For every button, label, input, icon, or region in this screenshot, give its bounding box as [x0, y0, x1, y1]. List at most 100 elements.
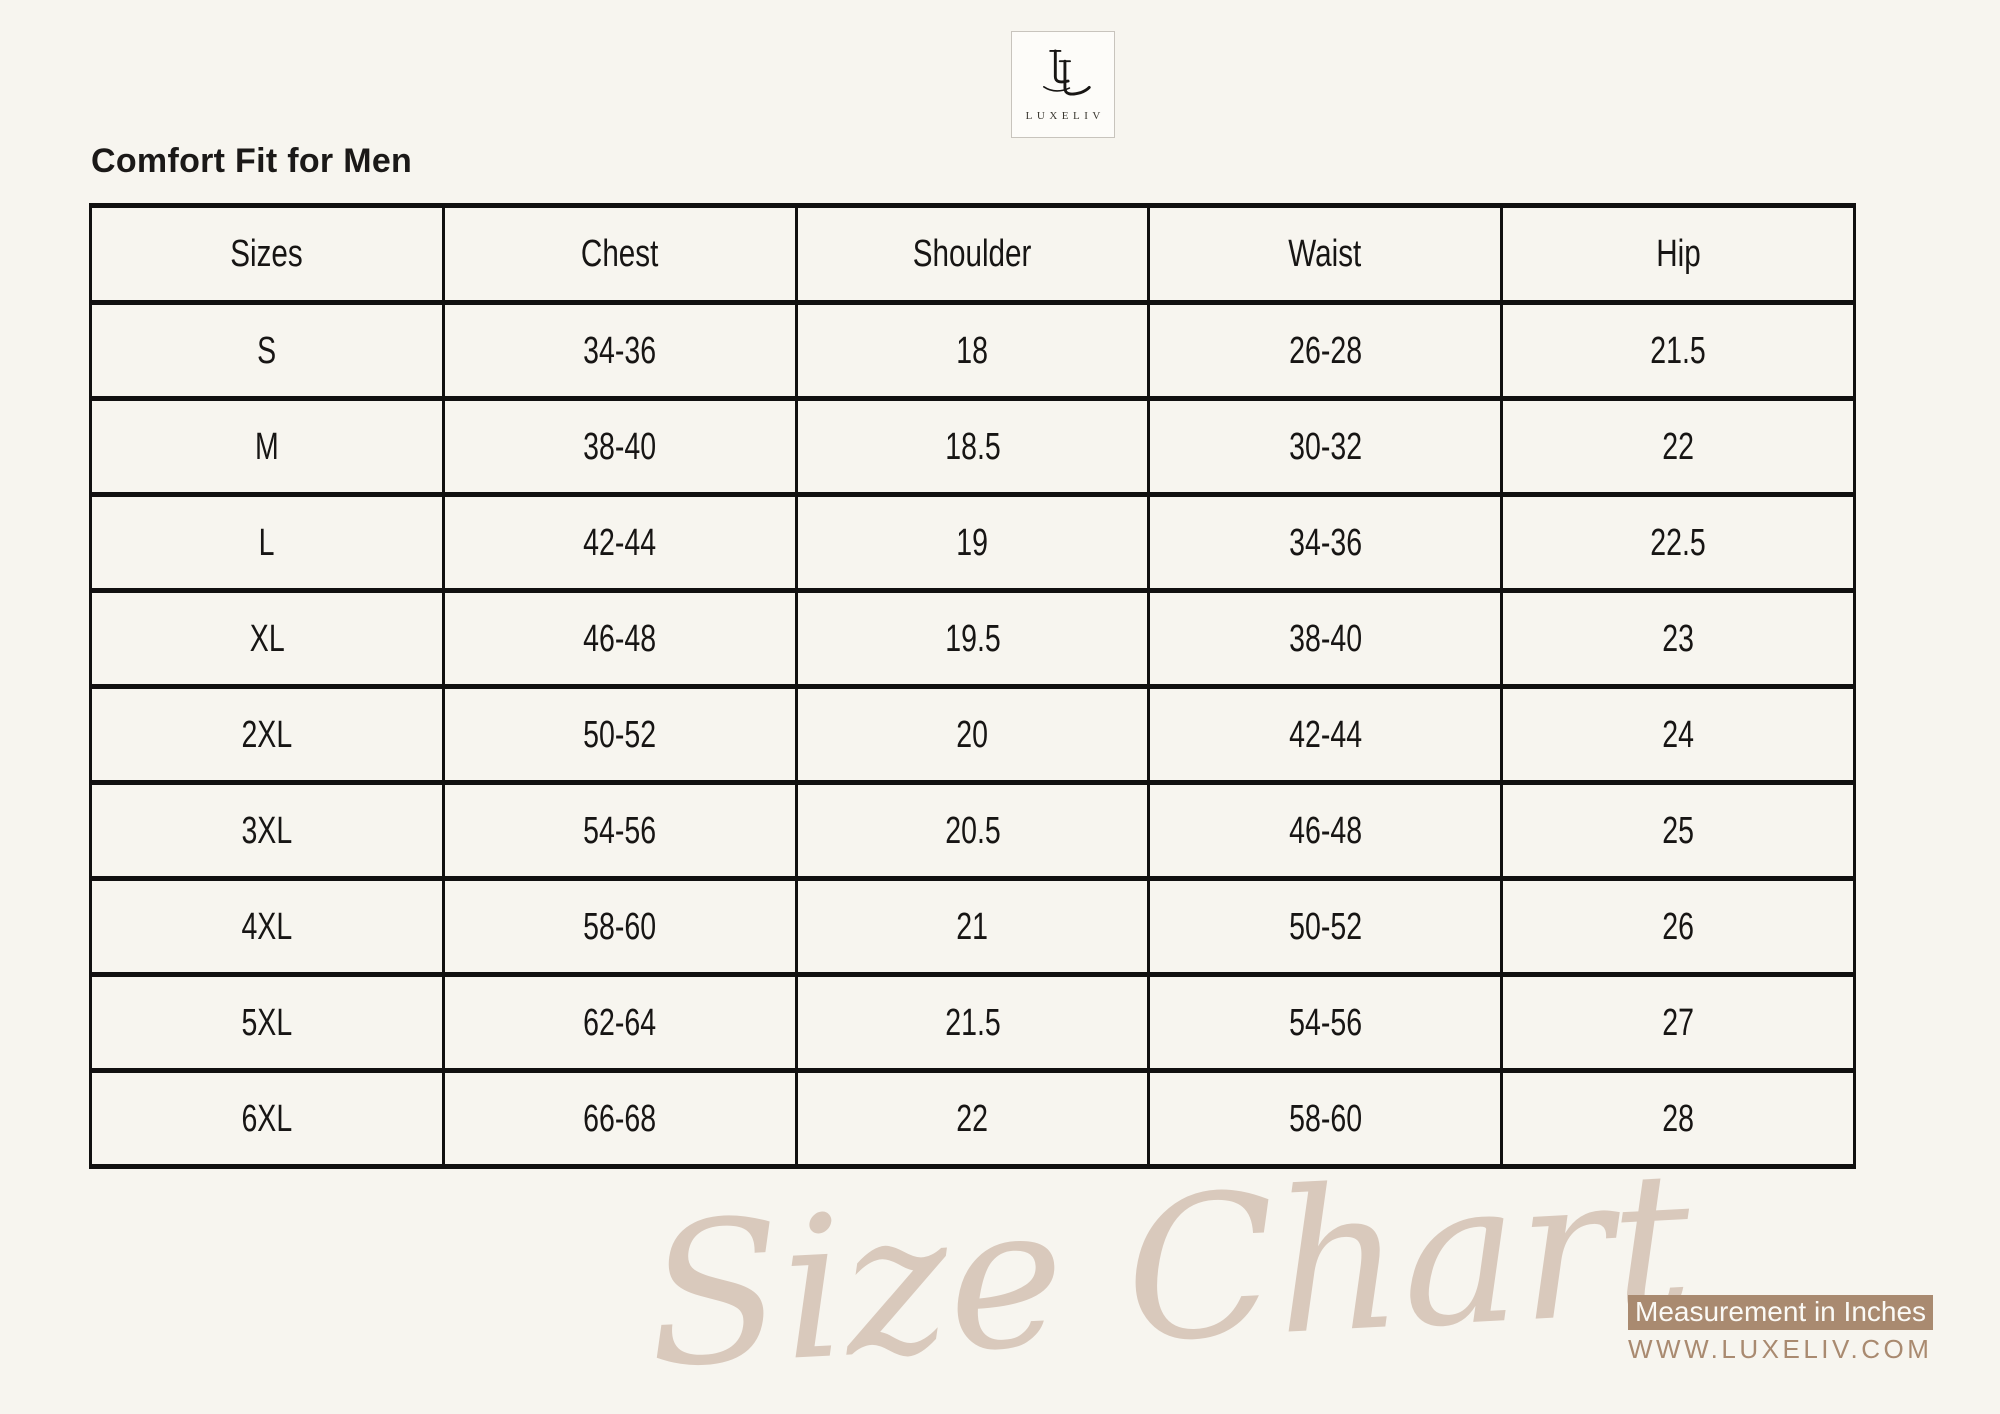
cell-value: 28	[1662, 1097, 1694, 1140]
measurement-cell: 28	[1500, 1068, 1856, 1169]
measurement-cell: 22	[1500, 396, 1856, 497]
measurement-cell: 34-36	[441, 300, 798, 401]
table-row: 5XL 62-64 21.5 54-56 27	[89, 972, 1856, 1073]
cell-value: 6XL	[241, 1097, 293, 1140]
measurement-cell: 38-40	[1147, 588, 1504, 689]
measurement-cell: 54-56	[1147, 972, 1504, 1073]
size-table-body: S 34-36 18 26-28 21.5 M 38-40 18.5 30-32 22 L 42-44…	[89, 300, 1856, 1169]
cell-value: 24	[1662, 713, 1694, 756]
measurement-cell: 62-64	[441, 972, 798, 1073]
table-header-row: Sizes Chest Shoulder Waist Hip	[89, 203, 1856, 305]
size-chart-watermark: Size Chart	[642, 1129, 1697, 1412]
size-cell: 2XL	[89, 684, 445, 785]
size-cell: 5XL	[89, 972, 445, 1073]
brand-name: LUXELIV	[1025, 110, 1105, 122]
table-row: 3XL 54-56 20.5 46-48 25	[89, 780, 1856, 881]
measurement-cell: 46-48	[441, 588, 798, 689]
measurement-cell: 58-60	[1147, 1068, 1504, 1169]
measurement-unit-badge: Measurement in Inches	[1628, 1295, 1934, 1330]
cell-value: 38-40	[1288, 617, 1362, 660]
measurement-cell: 19	[794, 492, 1151, 593]
measurement-cell: 46-48	[1147, 780, 1504, 881]
size-chart-table: Sizes Chest Shoulder Waist Hip S 34-36 18 2…	[89, 203, 1856, 1169]
measurement-cell: 19.5	[794, 588, 1151, 689]
cell-value: 58-60	[1288, 1097, 1362, 1140]
column-header-sizes: Sizes	[89, 203, 445, 305]
measurement-cell: 22.5	[1500, 492, 1856, 593]
cell-value: 34-36	[583, 329, 657, 372]
cell-value: 19	[956, 521, 989, 564]
table-row: M 38-40 18.5 30-32 22	[89, 396, 1856, 497]
table-row: 2XL 50-52 20 42-44 24	[89, 684, 1856, 785]
cell-value: 58-60	[583, 905, 657, 948]
cell-value: 4XL	[241, 905, 293, 948]
column-header-shoulder: Shoulder	[794, 203, 1151, 305]
size-cell: L	[89, 492, 445, 593]
measurement-cell: 66-68	[441, 1068, 798, 1169]
page-title: Comfort Fit for Men	[91, 142, 413, 180]
measurement-cell: 34-36	[1147, 492, 1504, 593]
measurement-cell: 25	[1500, 780, 1856, 881]
size-cell: M	[89, 396, 445, 497]
cell-value: 22	[1662, 425, 1694, 468]
measurement-cell: 26	[1500, 876, 1856, 977]
luxeliv-monogram-icon	[1043, 49, 1091, 96]
measurement-cell: 42-44	[441, 492, 798, 593]
cell-value: 54-56	[583, 809, 657, 852]
cell-value: 50-52	[583, 713, 657, 756]
table-row: L 42-44 19 34-36 22.5	[89, 492, 1856, 593]
table-row: S 34-36 18 26-28 21.5	[89, 300, 1856, 401]
cell-value: 22	[956, 1097, 989, 1140]
cell-value: 2XL	[241, 713, 293, 756]
cell-value: S	[257, 329, 277, 372]
size-cell: S	[89, 300, 445, 401]
cell-value: 34-36	[1288, 521, 1362, 564]
column-header-label: Waist	[1288, 233, 1362, 275]
footer-note: Measurement in Inches WWW.LUXELIV.COM	[1628, 1295, 1958, 1365]
size-cell: 4XL	[89, 876, 445, 977]
cell-value: 22.5	[1650, 521, 1706, 564]
cell-value: 18	[956, 329, 989, 372]
measurement-cell: 26-28	[1147, 300, 1504, 401]
cell-value: 50-52	[1288, 905, 1362, 948]
cell-value: 42-44	[583, 521, 657, 564]
cell-value: 54-56	[1288, 1001, 1362, 1044]
cell-value: 27	[1662, 1001, 1694, 1044]
brand-logo: LUXELIV	[1011, 31, 1115, 138]
table-row: 6XL 66-68 22 58-60 28	[89, 1068, 1856, 1169]
column-header-hip: Hip	[1500, 203, 1856, 305]
column-header-label: Chest	[580, 233, 659, 275]
cell-value: 21.5	[944, 1001, 1001, 1044]
cell-value: 20.5	[944, 809, 1001, 852]
cell-value: 66-68	[583, 1097, 657, 1140]
cell-value: 19.5	[944, 617, 1001, 660]
cell-value: 18.5	[944, 425, 1001, 468]
table-header: Sizes Chest Shoulder Waist Hip	[89, 203, 1856, 305]
cell-value: 26	[1662, 905, 1694, 948]
cell-value: 46-48	[583, 617, 657, 660]
column-header-label: Hip	[1655, 233, 1701, 275]
cell-value: M	[255, 425, 279, 468]
measurement-cell: 21.5	[1500, 300, 1856, 401]
table-row: XL 46-48 19.5 38-40 23	[89, 588, 1856, 689]
measurement-cell: 50-52	[441, 684, 798, 785]
cell-value: 20	[956, 713, 989, 756]
cell-value: 38-40	[583, 425, 657, 468]
measurement-cell: 58-60	[441, 876, 798, 977]
cell-value: 3XL	[241, 809, 293, 852]
column-header-label: Sizes	[230, 233, 304, 275]
measurement-cell: 21.5	[794, 972, 1151, 1073]
column-header-chest: Chest	[441, 203, 798, 305]
cell-value: 46-48	[1288, 809, 1362, 852]
measurement-cell: 20	[794, 684, 1151, 785]
cell-value: 5XL	[241, 1001, 293, 1044]
measurement-cell: 18.5	[794, 396, 1151, 497]
measurement-cell: 22	[794, 1068, 1151, 1169]
cell-value: 30-32	[1288, 425, 1362, 468]
cell-value: 21	[956, 905, 989, 948]
size-cell: XL	[89, 588, 445, 689]
website-url: WWW.LUXELIV.COM	[1628, 1334, 1933, 1364]
measurement-cell: 20.5	[794, 780, 1151, 881]
measurement-cell: 42-44	[1147, 684, 1504, 785]
